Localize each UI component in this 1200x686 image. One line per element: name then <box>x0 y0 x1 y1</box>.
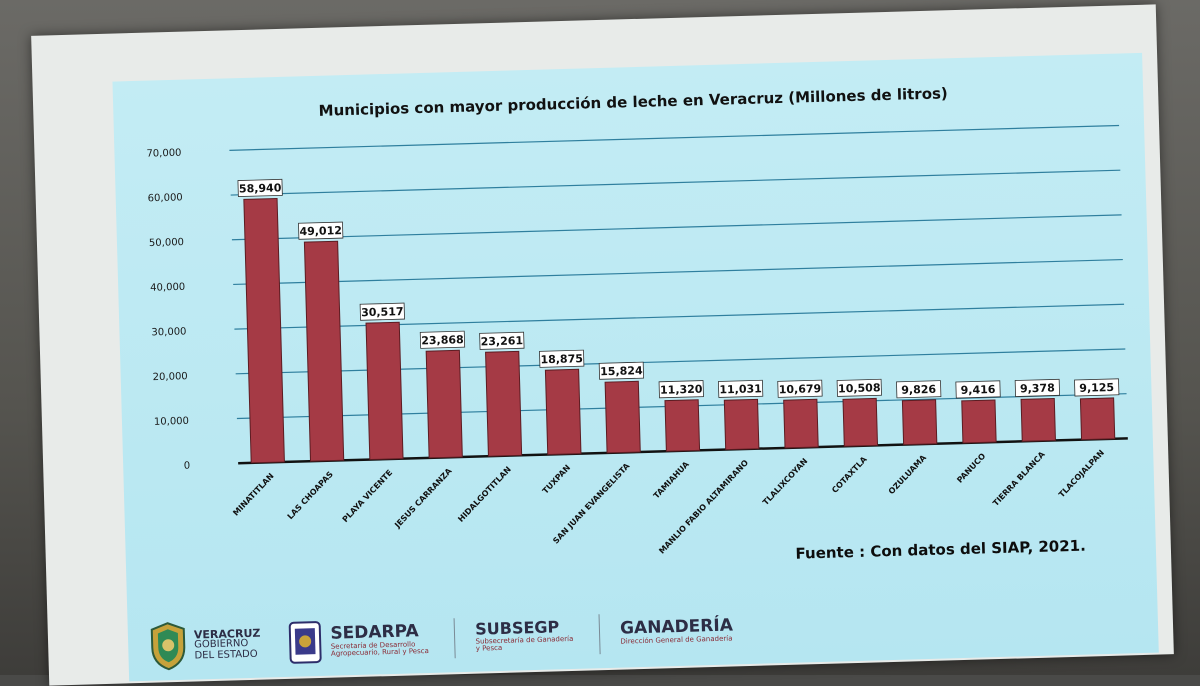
value-label-box <box>237 178 283 197</box>
bars <box>243 197 1116 464</box>
bar <box>664 399 701 452</box>
bar <box>303 240 345 462</box>
value-label: 9,826 <box>901 383 936 397</box>
y-tick-label: 0 <box>184 461 191 472</box>
gridline <box>231 214 1122 241</box>
x-tick-label: JESUS CARRANZA <box>392 466 454 531</box>
value-label: 15,824 <box>600 364 643 378</box>
y-tick-label: 70,000 <box>146 148 181 160</box>
value-labels: 58,940 49,012 30,517 23,868 23,261 18,875 15,8… <box>237 178 1120 399</box>
x-tick-label: TAMIAHUA <box>652 459 692 500</box>
value-label-box <box>479 331 525 350</box>
bar <box>901 399 938 446</box>
footer-logos: VERACRUZ GOBIERNO DEL ESTADO SEDARPA Sec… <box>147 591 1138 675</box>
value-label: 9,416 <box>960 383 995 397</box>
sedarpa-seal-icon <box>289 621 323 664</box>
value-label-box <box>359 302 405 321</box>
bar <box>243 197 285 464</box>
value-label-box <box>1014 378 1060 397</box>
y-tick-label: 40,000 <box>150 282 185 294</box>
x-tick-label: PLAYA VICENTE <box>341 468 395 524</box>
value-label-box <box>717 379 764 398</box>
subsegp-sub2: y Pesca <box>475 644 503 654</box>
value-label: 23,261 <box>480 334 523 348</box>
logo-veracruz: VERACRUZ GOBIERNO DEL ESTADO <box>148 619 262 672</box>
value-label-box <box>836 378 882 397</box>
y-tick-label: 60,000 <box>148 192 183 204</box>
bar <box>783 398 819 449</box>
value-label-box <box>539 349 585 368</box>
value-label-box <box>1074 378 1120 397</box>
x-tick-label: HIDALGOTITLAN <box>456 465 513 524</box>
x-tick-label: TUXPAN <box>541 463 572 495</box>
value-label-box <box>419 330 466 349</box>
value-label: 9,125 <box>1079 381 1114 395</box>
gridline <box>230 169 1121 196</box>
bar <box>485 350 523 457</box>
x-tick-label: TLACOJALPAN <box>1057 448 1106 499</box>
logo-subsegp: SUBSEGP Subsecretaría de Ganadería y Pes… <box>475 618 574 654</box>
sedarpa-sub2: Agropecuario, Rural y Pesca <box>330 646 429 658</box>
chart-title: Municipios con mayor producción de leche… <box>318 84 948 120</box>
bar <box>544 368 582 456</box>
value-label: 10,679 <box>779 382 822 396</box>
x-tick-label: TLALIXCOYAN <box>761 456 809 507</box>
gridline <box>233 258 1123 286</box>
gridline <box>229 124 1120 151</box>
logo-ganaderia: GANADERÍA Dirección General de Ganadería <box>620 616 733 646</box>
bar <box>723 398 760 451</box>
x-tick-label: OZULUAMA <box>887 453 929 496</box>
bar <box>604 380 641 454</box>
value-label: 30,517 <box>361 305 404 319</box>
value-label: 23,868 <box>421 333 464 347</box>
value-label-box <box>896 380 942 399</box>
value-label-box <box>777 379 823 398</box>
slide: 0 10,000 20,000 30,000 40,000 50,000 60,000 70,… <box>112 52 1159 682</box>
veracruz-line2: DEL ESTADO <box>194 648 258 662</box>
x-tick-label: PANUCO <box>955 451 987 484</box>
x-tick-label: LAS CHOAPAS <box>286 470 335 522</box>
bar <box>425 349 463 459</box>
bar <box>842 397 879 447</box>
footer-divider <box>598 614 601 655</box>
y-tick-label: 50,000 <box>149 237 184 249</box>
value-label-box <box>658 380 704 399</box>
bar <box>961 399 997 444</box>
x-tick-label: COTAXTLA <box>830 454 869 495</box>
value-label: 18,875 <box>540 352 583 366</box>
bar <box>1020 397 1056 442</box>
projector-screen: 0 10,000 20,000 30,000 40,000 50,000 60,000 70,… <box>31 4 1174 686</box>
veracruz-shield-icon <box>150 622 186 671</box>
value-label-box <box>955 380 1001 399</box>
ganaderia-sub1: Dirección General de Ganadería <box>620 634 733 646</box>
bar-chart: 0 10,000 20,000 30,000 40,000 50,000 60,000 70,… <box>146 84 1128 556</box>
logo-sedarpa: SEDARPA Secretaría de Desarrollo Agropec… <box>286 615 429 667</box>
y-axis-ticks: 0 10,000 20,000 30,000 40,000 50,000 60,000 70,… <box>146 148 191 472</box>
value-label-box <box>298 221 344 240</box>
footer-divider <box>453 618 457 659</box>
value-label: 49,012 <box>299 224 342 238</box>
value-label: 10,508 <box>838 381 881 395</box>
y-tick-label: 20,000 <box>153 371 188 383</box>
bar <box>1079 397 1116 441</box>
bar <box>365 321 404 461</box>
value-label: 11,031 <box>719 382 762 396</box>
y-tick-label: 10,000 <box>154 416 189 428</box>
value-label: 9,378 <box>1020 381 1055 395</box>
y-tick-label: 30,000 <box>151 326 186 338</box>
x-tick-label: TIERRA BLANCA <box>991 449 1047 508</box>
value-label: 58,940 <box>239 181 282 195</box>
x-tick-label: MINATITLAN <box>231 471 275 517</box>
value-label: 11,320 <box>660 383 703 397</box>
value-label-box <box>598 361 645 380</box>
